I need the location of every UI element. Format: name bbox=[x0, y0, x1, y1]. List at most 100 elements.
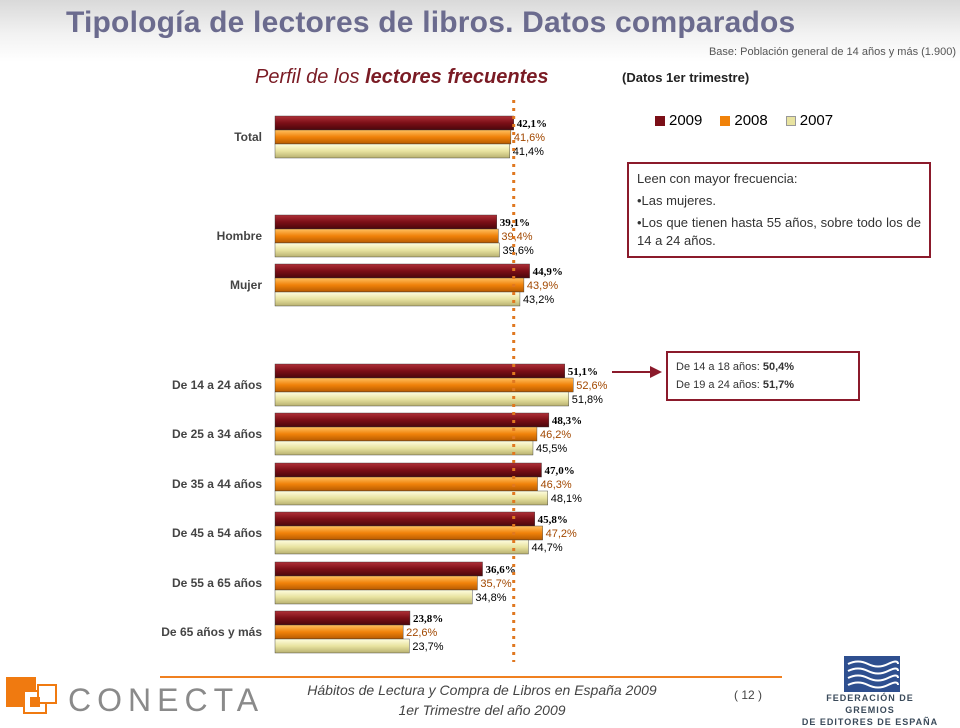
frequency-item-women: •Las mujeres. bbox=[637, 193, 716, 208]
federation-line-1: FEDERACIÓN DE GREMIOS bbox=[826, 693, 914, 715]
bar-2009-mujer bbox=[274, 263, 530, 279]
category-label-hombre: Hombre bbox=[217, 229, 263, 243]
bar-2009-de-35-a-44-anos bbox=[274, 462, 542, 478]
page-number: ( 12 ) bbox=[734, 688, 763, 702]
value-label-2008-total: 41,6% bbox=[514, 132, 545, 144]
bar-2007-de-65-anos-y-mas bbox=[274, 638, 410, 654]
age-detail-line-19-24: De 19 a 24 años: 51,7% bbox=[676, 376, 850, 394]
age-detail-label-14-18: De 14 a 18 años: bbox=[676, 361, 763, 373]
value-label-2009-de-25-a-34-anos: 48,3% bbox=[552, 415, 582, 427]
bar-2009-total bbox=[274, 115, 514, 131]
age-detail-line-14-18: De 14 a 18 años: 50,4% bbox=[676, 358, 850, 376]
legend-item-2007: 2007 bbox=[785, 112, 834, 129]
federation-name: FEDERACIÓN DE GREMIOS DE EDITORES DE ESP… bbox=[800, 692, 940, 728]
frequency-item-age: •Los que tienen hasta 55 años, sobre tod… bbox=[637, 215, 921, 248]
value-label-2009-de-35-a-44-anos: 47,0% bbox=[544, 465, 574, 477]
category-label-de-45-a-54-anos: De 45 a 54 años bbox=[172, 526, 262, 540]
age-detail-box: De 14 a 18 años: 50,4% De 19 a 24 años: … bbox=[666, 351, 860, 401]
bar-2007-de-45-a-54-anos bbox=[274, 539, 529, 555]
chart-legend: 2009 2008 2007 bbox=[655, 112, 833, 129]
value-label-2007-de-55-a-65-anos: 34,8% bbox=[475, 592, 506, 604]
value-label-2007-hombre: 39,6% bbox=[503, 245, 534, 257]
conecta-brand: CONECTA bbox=[68, 682, 265, 718]
bar-2009-de-45-a-54-anos bbox=[274, 511, 535, 527]
bar-2007-de-14-a-24-anos bbox=[274, 391, 569, 407]
value-label-2008-mujer: 43,9% bbox=[527, 280, 558, 292]
bar-2008-mujer bbox=[274, 277, 525, 293]
federation-line-2: DE EDITORES DE ESPAÑA bbox=[801, 717, 939, 727]
frequency-callout-box: Leen con mayor frecuencia: •Las mujeres.… bbox=[627, 162, 931, 258]
legend-item-2009: 2009 bbox=[655, 112, 702, 129]
age-detail-label-19-24: De 19 a 24 años: bbox=[676, 379, 763, 391]
bar-2008-de-35-a-44-anos bbox=[274, 476, 538, 492]
bar-2008-de-65-anos-y-mas bbox=[274, 624, 404, 640]
bar-2007-hombre bbox=[274, 242, 500, 258]
chart-subtitle: Perfil de los lectores frecuentes bbox=[255, 66, 548, 89]
value-label-2009-mujer: 44,9% bbox=[533, 266, 563, 278]
value-label-2008-de-25-a-34-anos: 46,2% bbox=[540, 429, 571, 441]
frequency-intro: Leen con mayor frecuencia: bbox=[637, 171, 798, 186]
bar-2007-total bbox=[274, 143, 510, 159]
bar-2007-mujer bbox=[274, 291, 521, 307]
age-detail-value-14-18: 50,4% bbox=[762, 361, 795, 373]
category-label-de-55-a-65-anos: De 55 a 65 años bbox=[172, 576, 262, 590]
value-label-2007-de-65-anos-y-mas: 23,7% bbox=[412, 641, 443, 653]
federation-logo-icon bbox=[844, 656, 900, 692]
callout-arrow-head bbox=[650, 366, 662, 378]
bar-2008-de-25-a-34-anos bbox=[274, 426, 538, 442]
category-label-mujer: Mujer bbox=[230, 278, 262, 292]
legend-swatch-2009 bbox=[655, 115, 665, 126]
legend-label-2007: 2007 bbox=[799, 112, 834, 129]
category-label-de-25-a-34-anos: De 25 a 34 años bbox=[172, 427, 262, 441]
value-label-2009-de-14-a-24-anos: 51,1% bbox=[568, 366, 598, 378]
footer-line-1: Hábitos de Lectura y Compra de Libros en… bbox=[307, 682, 657, 698]
bar-2009-de-25-a-34-anos bbox=[274, 412, 550, 428]
value-label-2007-de-35-a-44-anos: 48,1% bbox=[551, 493, 582, 505]
bar-2009-de-65-anos-y-mas bbox=[274, 610, 411, 626]
value-label-2007-de-14-a-24-anos: 51,8% bbox=[572, 394, 603, 406]
bar-2008-hombre bbox=[274, 228, 499, 244]
value-label-2007-total: 41,4% bbox=[513, 146, 544, 158]
subtitle-emphasis: lectores frecuentes bbox=[365, 66, 549, 88]
legend-item-2008: 2008 bbox=[720, 112, 768, 129]
base-note: Base: Población general de 14 años y más… bbox=[708, 46, 956, 58]
subtitle-prefix: Perfil de los bbox=[255, 66, 366, 88]
age-detail-value-19-24: 51,7% bbox=[762, 379, 795, 391]
value-label-2008-de-14-a-24-anos: 52,6% bbox=[576, 380, 607, 392]
bar-2009-de-55-a-65-anos bbox=[274, 561, 483, 577]
value-label-2007-mujer: 43,2% bbox=[523, 294, 554, 306]
legend-swatch-2007 bbox=[785, 115, 796, 126]
value-label-2008-de-65-anos-y-mas: 22,6% bbox=[406, 627, 437, 639]
period-note: (Datos 1er trimestre) bbox=[622, 70, 750, 85]
legend-label-2009: 2009 bbox=[669, 112, 703, 129]
header-band bbox=[0, 0, 960, 62]
value-label-2008-hombre: 39,4% bbox=[501, 231, 532, 243]
value-label-2008-de-55-a-65-anos: 35,7% bbox=[480, 578, 511, 590]
bar-2007-de-25-a-34-anos bbox=[274, 440, 534, 456]
category-label-total: Total bbox=[234, 130, 262, 144]
value-label-2009-de-45-a-54-anos: 45,8% bbox=[538, 514, 568, 526]
value-label-2009-de-65-anos-y-mas: 23,8% bbox=[413, 613, 443, 625]
bar-2008-de-45-a-54-anos bbox=[274, 525, 543, 541]
bar-2009-hombre bbox=[274, 214, 497, 230]
footer-line-2: 1er Trimestre del año 2009 bbox=[398, 702, 566, 718]
footer-divider bbox=[160, 676, 782, 678]
bar-2008-de-14-a-24-anos bbox=[274, 377, 574, 393]
category-label-de-65-anos-y-mas: De 65 años y más bbox=[161, 625, 262, 639]
category-label-de-35-a-44-anos: De 35 a 44 años bbox=[172, 477, 262, 491]
bar-chart: Total42,1%41,6%41,4%Hombre39,1%39,4%39,6… bbox=[161, 100, 662, 662]
bar-2008-total bbox=[274, 129, 512, 145]
value-label-2008-de-45-a-54-anos: 47,2% bbox=[546, 528, 577, 540]
footer-caption: Hábitos de Lectura y Compra de Libros en… bbox=[262, 680, 702, 720]
bar-2008-de-55-a-65-anos bbox=[274, 575, 478, 591]
bar-2007-de-35-a-44-anos bbox=[274, 490, 548, 506]
bar-2007-de-55-a-65-anos bbox=[274, 589, 473, 605]
value-label-2008-de-35-a-44-anos: 46,3% bbox=[541, 479, 572, 491]
category-label-de-14-a-24-anos: De 14 a 24 años bbox=[172, 378, 262, 392]
bar-2009-de-14-a-24-anos bbox=[274, 363, 565, 379]
legend-swatch-2008 bbox=[720, 115, 731, 126]
page-title: Tipología de lectores de libros. Datos c… bbox=[66, 6, 796, 39]
legend-label-2008: 2008 bbox=[734, 112, 768, 129]
value-label-2009-total: 42,1% bbox=[517, 118, 547, 130]
value-label-2007-de-25-a-34-anos: 45,5% bbox=[536, 443, 567, 455]
